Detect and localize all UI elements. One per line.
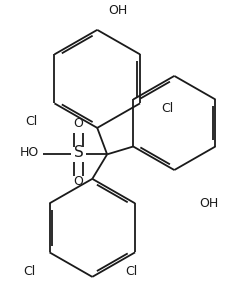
Text: Cl: Cl	[25, 115, 37, 127]
Text: Cl: Cl	[161, 102, 174, 115]
Text: O: O	[73, 175, 83, 188]
Text: HO: HO	[20, 146, 39, 159]
Text: Cl: Cl	[126, 265, 138, 278]
Text: OH: OH	[108, 4, 128, 17]
Text: Cl: Cl	[23, 265, 35, 278]
Text: O: O	[73, 117, 83, 130]
Text: S: S	[73, 145, 83, 160]
Text: OH: OH	[199, 197, 219, 210]
